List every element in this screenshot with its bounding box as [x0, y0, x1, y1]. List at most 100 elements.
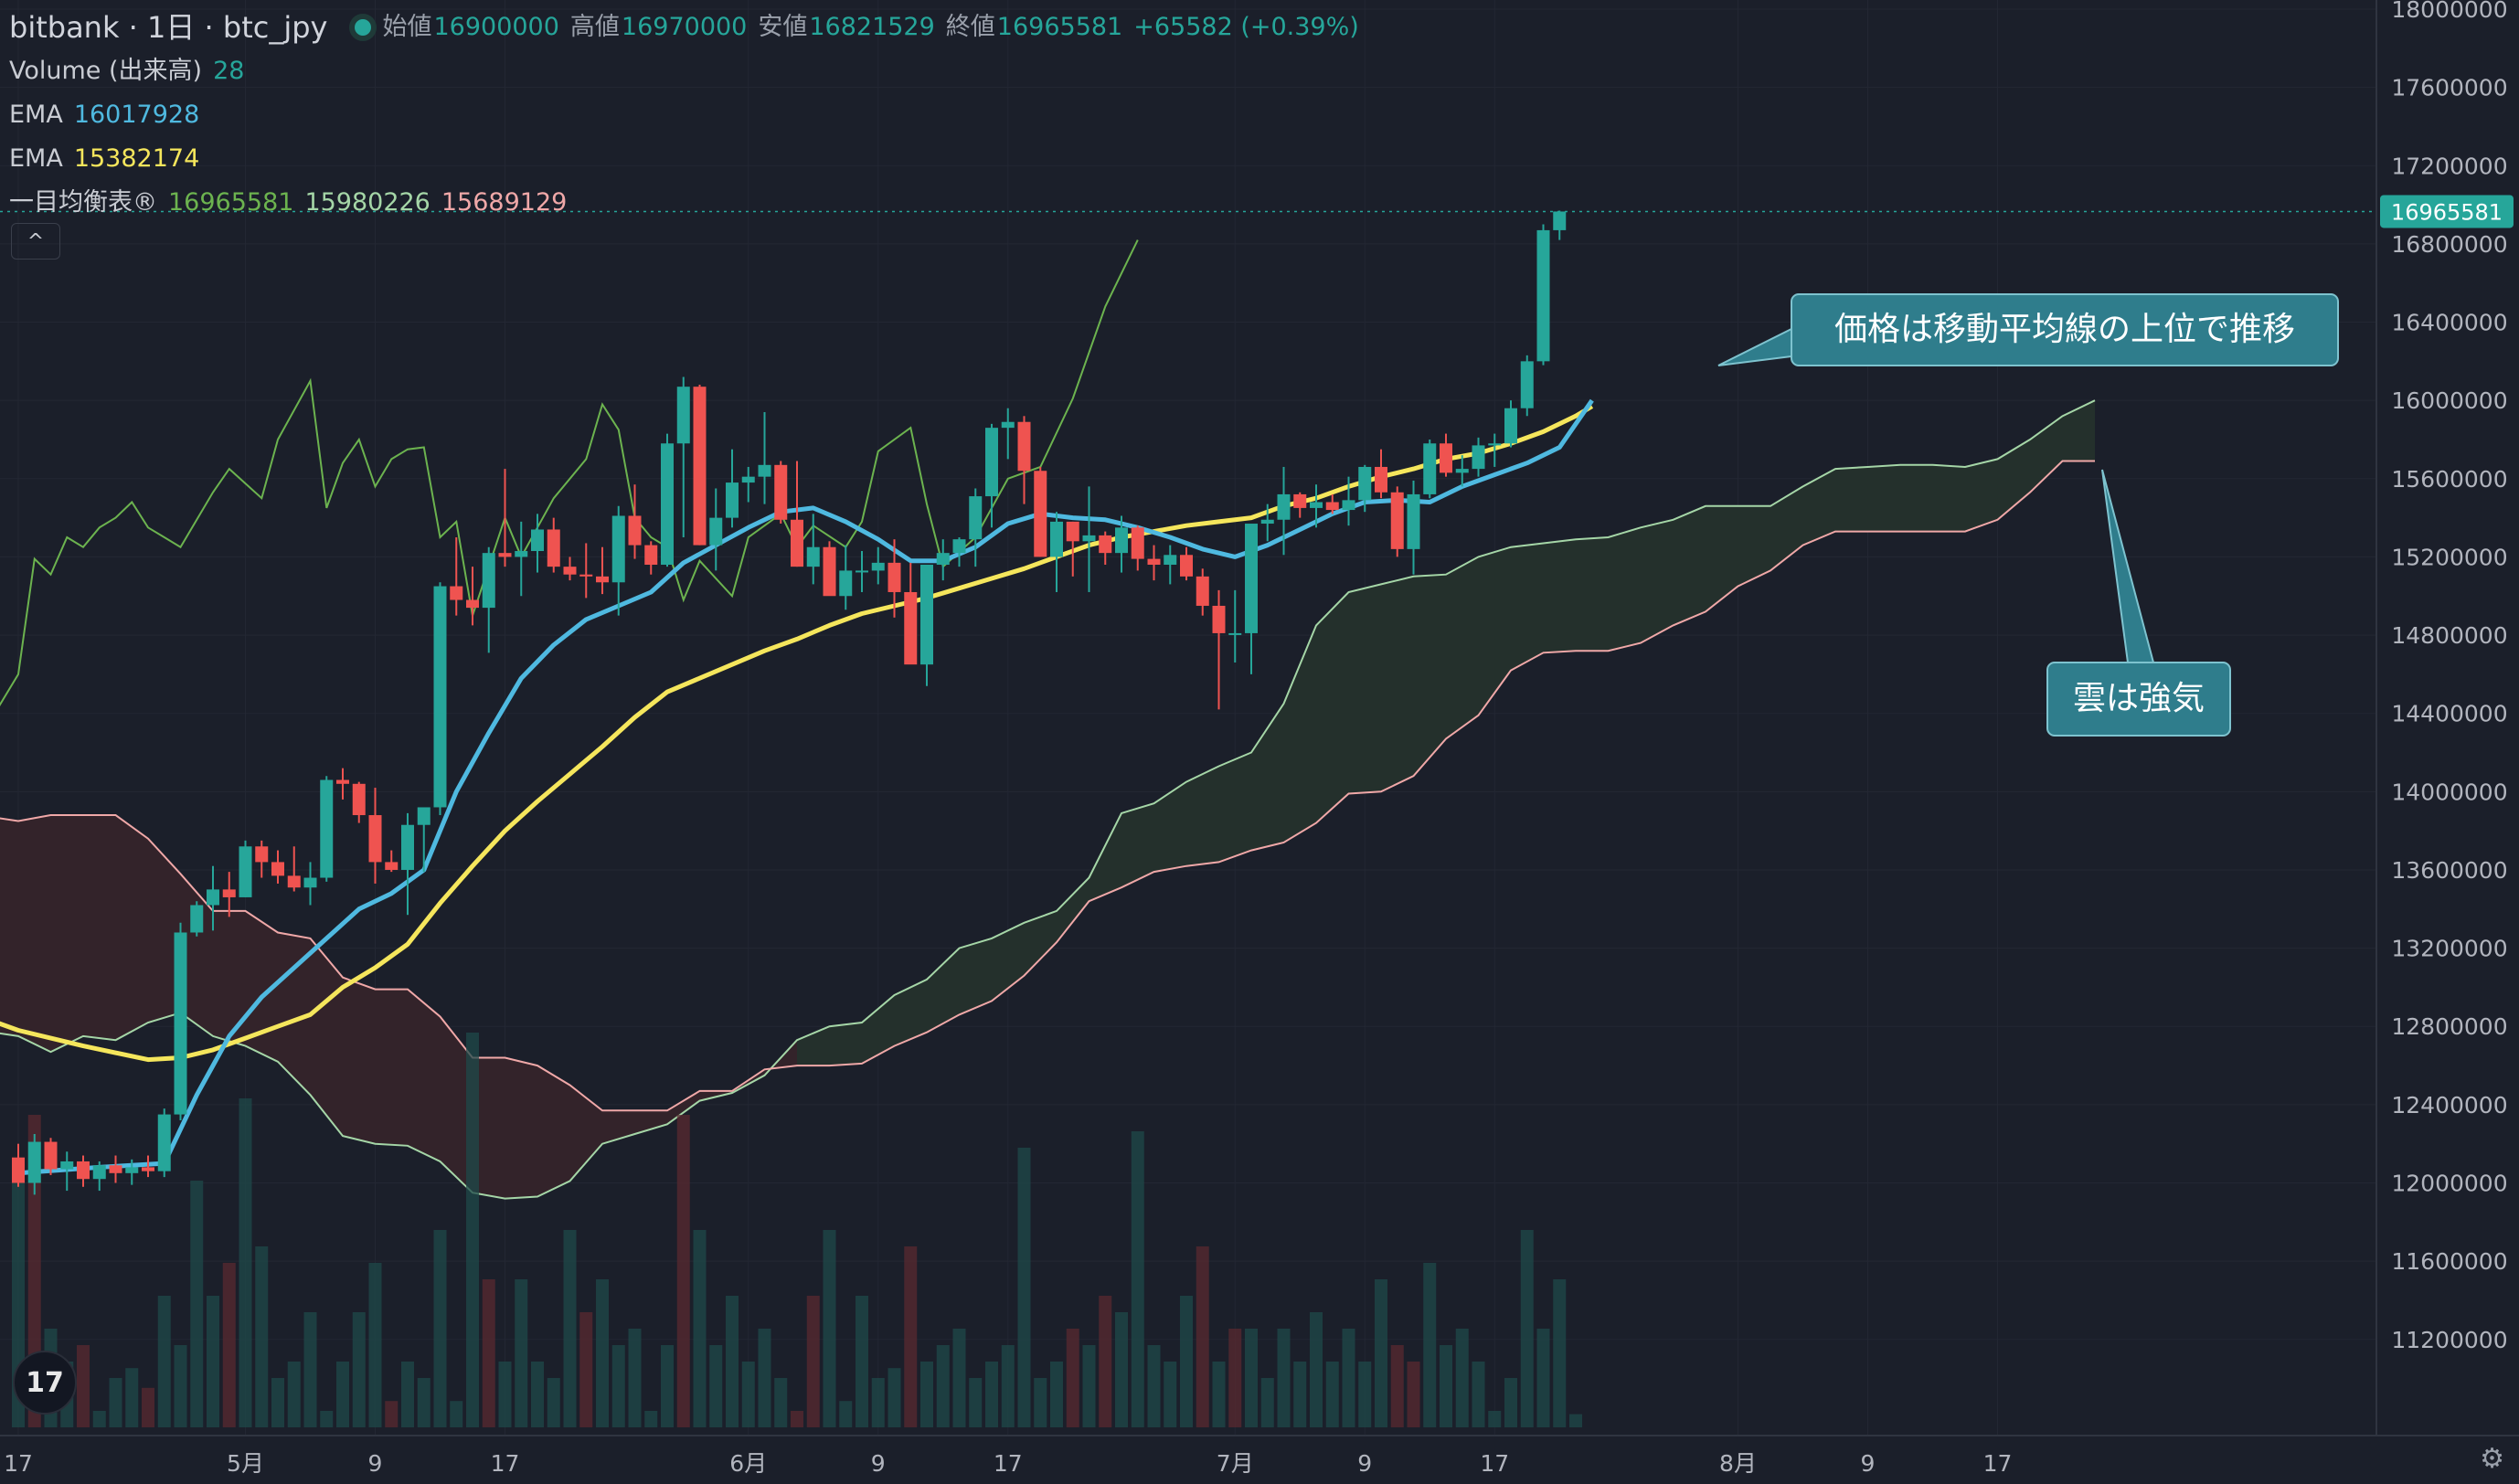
y-tick-label: 16000000	[2391, 387, 2507, 414]
candle-body	[142, 1167, 154, 1171]
volume-bar	[985, 1362, 998, 1427]
candle-body	[12, 1157, 25, 1183]
volume-bar	[77, 1345, 90, 1427]
candle-body	[887, 562, 901, 592]
candle-body	[1440, 443, 1452, 473]
candle-body	[222, 889, 236, 897]
candle-body	[628, 515, 642, 546]
candle-body	[417, 807, 430, 825]
volume-bar	[969, 1378, 983, 1427]
candles[interactable]	[12, 210, 1567, 1195]
volume-bar	[450, 1401, 463, 1427]
ohlc-close-value: 16965581	[996, 13, 1123, 41]
last-price-label: 16965581	[0, 195, 2514, 228]
volume-bar	[1001, 1345, 1015, 1427]
price-annotation-box[interactable]	[1791, 293, 2339, 366]
market-status-icon	[355, 19, 372, 36]
cloud-annotation-box[interactable]	[2046, 662, 2231, 737]
bullish-cloud	[797, 400, 2095, 1066]
x-tick-label: 8月	[1719, 1450, 1757, 1477]
volume-bar	[1212, 1362, 1226, 1427]
candle-body	[1147, 558, 1161, 565]
volume-bar	[1390, 1345, 1404, 1427]
volume-bar	[1180, 1296, 1193, 1427]
x-tick-label: 5月	[227, 1450, 264, 1477]
volume-bar	[1115, 1312, 1128, 1427]
volume-bar	[1375, 1279, 1387, 1427]
volume-bar	[1260, 1378, 1274, 1427]
candle-body	[1520, 361, 1534, 408]
volume-bar	[661, 1345, 674, 1427]
volume-bar	[741, 1362, 755, 1427]
candle-body	[1342, 500, 1355, 511]
volume-bar	[1228, 1329, 1242, 1427]
candle-body	[1196, 576, 1209, 606]
volume-bar	[823, 1230, 836, 1427]
candle-body	[1553, 211, 1567, 230]
volume-value: 28	[213, 57, 245, 85]
volume-bar	[1358, 1362, 1372, 1427]
volume-bar	[1455, 1329, 1469, 1427]
volume-bar	[125, 1368, 139, 1427]
volume-bar	[1293, 1362, 1307, 1427]
y-tick-label: 16400000	[2391, 310, 2507, 336]
settings-icon[interactable]: ⚙	[2480, 1443, 2504, 1475]
candle-body	[1066, 521, 1079, 542]
ema-slow-legend[interactable]: EMA 15382174	[9, 137, 1370, 181]
volume-bar	[774, 1378, 788, 1427]
volume-bar	[904, 1246, 918, 1427]
volume-bar	[498, 1362, 512, 1427]
volume-bar	[27, 1115, 41, 1427]
x-tick-label: 6月	[729, 1450, 767, 1477]
volume-bar	[466, 1033, 479, 1427]
volume-bar	[1099, 1296, 1112, 1427]
candle-body	[871, 562, 885, 571]
legend: bitbank · 1日 · btc_jpy 始値 16900000 高値 16…	[9, 5, 1370, 225]
y-tick-label: 16800000	[2391, 231, 2507, 258]
volume-bar	[839, 1401, 853, 1427]
volume-legend[interactable]: Volume (出来高) 28	[9, 49, 1370, 93]
candle-body	[368, 815, 382, 863]
volume-bar	[563, 1230, 577, 1427]
candle-body	[239, 846, 252, 897]
candle-body	[676, 387, 690, 444]
volume-bar	[1342, 1329, 1355, 1427]
svg-text:16965581: 16965581	[2391, 199, 2503, 225]
candle-body	[920, 565, 933, 665]
candle-body	[157, 1114, 171, 1171]
x-tick-label: 17	[1983, 1450, 2013, 1477]
candle-body	[320, 779, 334, 878]
volume-bar	[433, 1230, 447, 1427]
volume-bar	[174, 1345, 187, 1427]
candle-body	[563, 567, 577, 575]
volume-bar	[515, 1279, 528, 1427]
x-tick-label: 9	[368, 1450, 383, 1477]
candle-body	[936, 553, 950, 565]
candle-body	[1017, 421, 1031, 472]
candle-body	[952, 539, 966, 554]
volume-bar	[385, 1401, 399, 1427]
annotations[interactable]: 価格は移動平均線の上位で推移 雲は強気	[1717, 293, 2339, 737]
ichimoku-legend[interactable]: 一目均衡表® 16965581 15980226 15689129	[9, 181, 1370, 225]
ohlc-low-label: 安値	[758, 13, 808, 41]
collapse-legend-button[interactable]: ^	[11, 223, 60, 260]
candle-body	[207, 889, 219, 906]
ohlc-open-value: 16900000	[433, 13, 559, 41]
candle-body	[92, 1165, 106, 1180]
symbol-title[interactable]: bitbank · 1日 · btc_jpy	[9, 10, 328, 45]
candle-body	[1310, 502, 1323, 508]
ema-fast-legend[interactable]: EMA 16017928	[9, 93, 1370, 137]
candle-body	[352, 783, 366, 816]
candle-body	[287, 875, 301, 888]
candle-body	[531, 529, 544, 552]
volume-bar	[1569, 1414, 1582, 1427]
volume-bar	[92, 1411, 106, 1427]
candle-body	[466, 599, 479, 609]
candle-body	[741, 476, 755, 483]
candle-body	[1358, 466, 1372, 501]
x-tick-label: 17	[994, 1450, 1023, 1477]
tradingview-logo[interactable]: 17	[13, 1351, 77, 1415]
volume-bar	[1423, 1263, 1437, 1427]
candle-body	[1228, 632, 1242, 635]
